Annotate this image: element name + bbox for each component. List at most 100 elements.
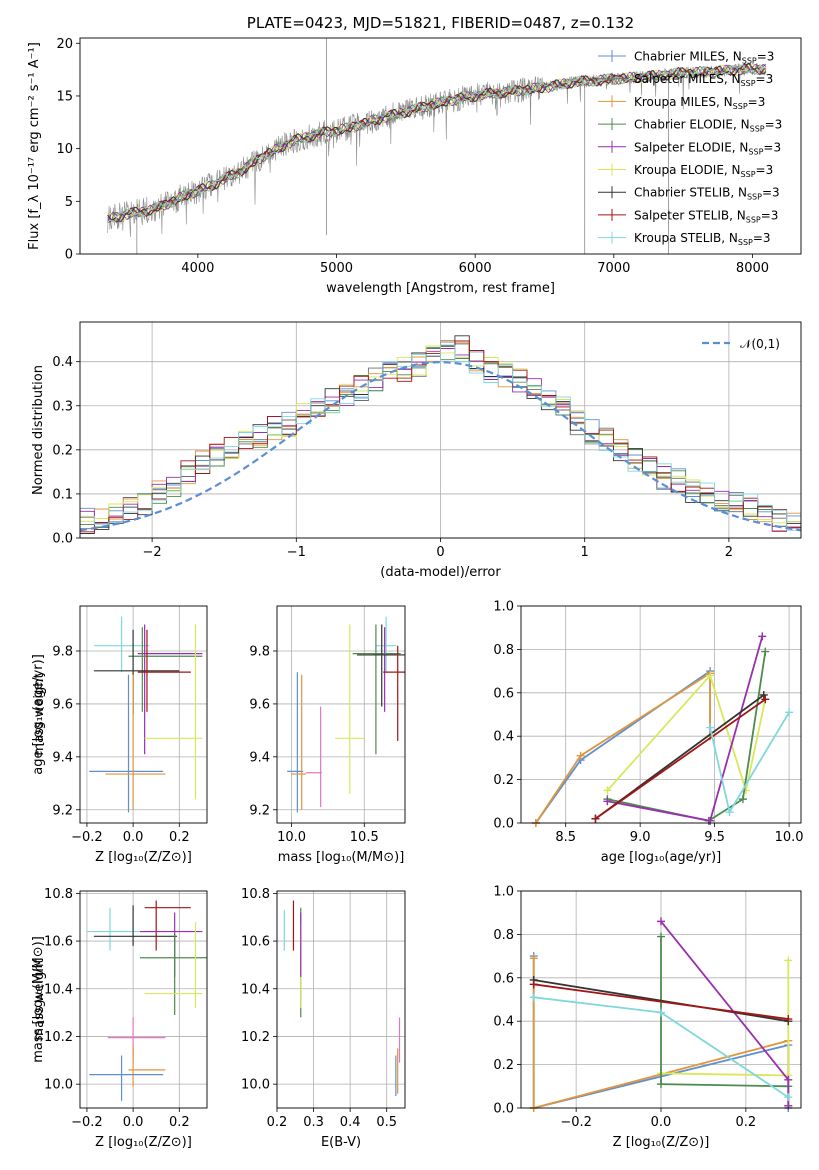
weight_vs_age-xtick-label-0: 8.5: [555, 830, 576, 845]
weight_vs_Z-point-4-1: [784, 1075, 793, 1084]
age_vs_mass-ytick-label-1: 9.4: [249, 750, 270, 765]
residuals-xtick-label-2: 0: [436, 545, 444, 560]
legend-label-3: Chabrier ELODIE, NSSP=3: [634, 118, 782, 134]
weight_vs_age-ytick-label-2: 0.4: [493, 730, 514, 745]
spectrum-xtick-label-0: 4000: [181, 261, 214, 276]
weight_vs_Z-point-4-2: [784, 1101, 793, 1110]
weight_vs_age-point-2-1: [706, 671, 715, 680]
weight_vs_age-xtick-label-2: 9.5: [704, 830, 725, 845]
residuals-ytick-label-0: 0.0: [52, 532, 73, 547]
age_vs_mass-ytick-label-3: 9.8: [249, 644, 270, 659]
age_vs_mass-xtick-label-1: 10.5: [350, 830, 379, 845]
weight_vs_Z-point-6-1: [784, 1015, 793, 1024]
spectrum-xtick-label-3: 7000: [597, 261, 630, 276]
weight_vs_Z-line-6: [533, 983, 789, 1020]
weight_vs_age-point-5-1: [759, 690, 768, 699]
age_vs_mass-axes-group: [273, 606, 405, 827]
weight_vs_Z-frame: [520, 890, 802, 1109]
weight_vs_age-point-7-2: [785, 708, 794, 717]
weight_vs_Z-xtick-label-1: 0.0: [651, 1115, 672, 1130]
spectrum-ytick-label-4: 20: [56, 37, 73, 52]
mass_vs_EBV-ytick-label-0: 10.0: [241, 1078, 270, 1093]
weight_vs_Z-point-7-0: [529, 993, 538, 1002]
mass_vs_Z-axes-group: [76, 891, 207, 1112]
spectrum-ytick-label-2: 10: [56, 142, 73, 157]
weight_vs_Z-xtick-label-2: 0.2: [736, 1115, 757, 1130]
weight_vs_age-xtick-label-1: 9.0: [630, 830, 651, 845]
weight_vs_Z-ytick-label-0: 0.0: [493, 1102, 514, 1117]
weight_vs_age-point-3-3: [761, 647, 770, 656]
mass_vs_EBV-ytick-label-1: 10.2: [241, 1030, 270, 1045]
weight_vs_age-point-2-0: [603, 786, 612, 795]
age_vs_Z-ytick-label-0: 9.2: [52, 803, 73, 818]
spectrum-title: PLATE=0423, MJD=51821, FIBERID=0487, z=0…: [247, 14, 634, 32]
weight_vs_Z-ytick-label-5: 1.0: [493, 885, 514, 900]
mass_vs_EBV-xlabel: E(B-V): [321, 1135, 361, 1150]
weight_vs_Z-ytick-label-2: 0.4: [493, 1015, 514, 1030]
legend-label-2: Kroupa MILES, NSSP=3: [634, 95, 765, 111]
spectrum-xlabel: wavelength [Angstrom, rest frame]: [326, 281, 555, 296]
residuals-ytick-label-3: 0.3: [52, 399, 73, 414]
spectrum-model-line-8: [107, 64, 766, 223]
mass_vs_EBV-frame: [276, 890, 406, 1109]
weight_vs_age-point-4-2: [758, 632, 767, 641]
weight_vs_Z-ytick-label-3: 0.6: [493, 971, 514, 986]
residuals-xlabel: (data-model)/error: [380, 565, 501, 580]
residuals-xtick-label-4: 2: [725, 545, 733, 560]
residuals-xtick-label-1: −1: [287, 545, 306, 560]
weight_vs_age-ytick-label-1: 0.2: [493, 773, 514, 788]
weight_vs_age-axes-group: [517, 605, 801, 827]
spectrum-frame: [79, 37, 802, 255]
weight_vs_age-point-4-0: [603, 797, 612, 806]
weight_vs_Z-line-5: [533, 979, 789, 1023]
age_vs_mass-xtick-label-0: 10.0: [277, 830, 306, 845]
residuals-ytick-label-2: 0.2: [52, 443, 73, 458]
weight_vs_age-line-7: [709, 711, 790, 815]
weight_vs_Z-point-4-0: [657, 917, 665, 926]
age_vs_Z-xtick-label-2: 0.2: [169, 830, 190, 845]
age_vs_Z-ytick-label-1: 9.4: [52, 750, 73, 765]
residual-legend-label: 𝒩(0,1): [740, 337, 780, 351]
weight_vs_Z-point-1-0: [529, 954, 538, 963]
mass_vs_EBV-xtick-label-2: 0.4: [340, 1115, 361, 1130]
weight_vs_Z-point-3-1: [657, 1080, 665, 1089]
mass_vs_Z-xlabel: Z [log₁₀(Z/Z⊙)]: [95, 1135, 192, 1150]
normal-curve: [80, 360, 801, 532]
spectrum-model-line-5: [107, 63, 767, 222]
spectrum-ytick-label-1: 5: [65, 195, 73, 210]
legend-label-6: Chabrier STELIB, NSSP=3: [634, 186, 780, 202]
age_vs_Z-frame: [79, 605, 208, 824]
weight_vs_Z-point-6-0: [529, 980, 538, 989]
weight_vs_Z-xtick-label-0: −0.2: [560, 1115, 592, 1130]
weight_vs_Z-line-4: [660, 920, 790, 1106]
residuals-xtick-label-3: 1: [581, 545, 589, 560]
mass_vs_Z-ytick-label-3: 10.6: [44, 935, 73, 950]
age_vs_Z-ytick-label-2: 9.6: [52, 697, 73, 712]
weight_vs_age-xlabel: age [log₁₀(age/yr)]: [601, 850, 722, 865]
age_vs_Z-xtick-label-1: 0.0: [123, 830, 144, 845]
weight_vs_age-line-2: [606, 673, 767, 795]
mass_vs_Z-ylabel: mass [log₁₀(M/M⊙)]: [31, 936, 46, 1063]
residuals-frame: [79, 321, 802, 539]
age_vs_mass-ytick-label-2: 9.6: [249, 697, 270, 712]
weight_vs_Z-point-3-0: [657, 932, 665, 941]
spectrum-ylabel: Flux [f_λ 10⁻¹⁷ erg cm⁻² s⁻¹ A⁻¹]: [27, 42, 42, 250]
weight_vs_age-xtick-label-3: 10.0: [775, 830, 804, 845]
weight_vs_Z-ytick-label-1: 0.2: [493, 1058, 514, 1073]
weight_vs_age-ytick-label-5: 1.0: [493, 600, 514, 615]
weight_vs_age-point-4-1: [706, 816, 715, 825]
residual-hist-8: [80, 344, 801, 538]
age_vs_mass-frame: [276, 605, 406, 824]
weight_vs_age-point-1-1: [576, 751, 585, 760]
weight_vs_Z-point-7-2: [784, 1093, 793, 1102]
weight_vs_age-point-3-2: [738, 795, 747, 804]
age_vs_Z-xlabel: Z [log₁₀(Z/Z⊙)]: [95, 850, 192, 865]
legend-label-4: Salpeter ELODIE, NSSP=3: [634, 140, 781, 156]
weight_vs_age-frame: [520, 605, 802, 824]
mass_vs_Z-ytick-label-1: 10.2: [44, 1030, 73, 1045]
age_vs_Z-ytick-label-3: 9.8: [52, 644, 73, 659]
legend-label-0: Chabrier MILES, NSSP=3: [634, 50, 774, 66]
weight_vs_age-line-6: [594, 698, 766, 820]
mass_vs_EBV-axes-group: [273, 891, 405, 1112]
